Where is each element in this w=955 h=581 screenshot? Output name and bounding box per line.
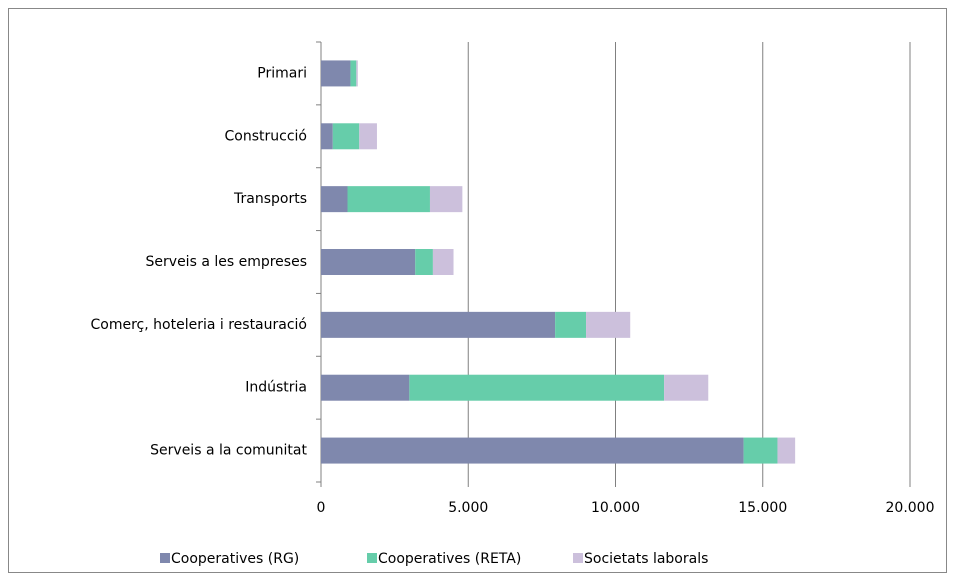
bar-segment: [429, 186, 463, 213]
bar-segment: [356, 60, 358, 87]
bar-segment: [347, 186, 430, 213]
legend-swatch: [160, 553, 170, 563]
y-tick-label: Transports: [233, 191, 307, 207]
x-tick-label: 20.000: [886, 500, 935, 516]
y-tick-label: Indústria: [245, 380, 307, 396]
legend-label: Cooperatives (RG): [171, 551, 299, 567]
x-tick-label: 0: [317, 500, 326, 516]
legend-label: Societats laborals: [584, 551, 708, 567]
y-tick-label: Construcció: [225, 128, 307, 144]
bar-segment: [555, 311, 587, 338]
y-tick-label: Comerç, hoteleria i restauració: [91, 317, 307, 333]
legend-swatch: [367, 553, 377, 563]
y-tick-label: Serveis a la comunitat: [150, 443, 307, 459]
y-tick-label: Serveis a les empreses: [146, 254, 307, 270]
legend-label: Cooperatives (RETA): [378, 551, 521, 567]
bar-segment: [321, 311, 556, 338]
bar-segment: [321, 249, 416, 275]
bar-segment: [332, 123, 360, 150]
x-tick-label: 15.000: [738, 500, 787, 516]
bar-segment: [777, 437, 796, 464]
bar-segment: [321, 60, 351, 87]
chart-border: [8, 8, 947, 573]
bar-segment: [586, 311, 631, 338]
x-tick-label: 10.000: [591, 500, 640, 516]
bar-segment: [664, 374, 709, 401]
bar-segment: [415, 249, 433, 275]
bar-segment: [321, 437, 744, 464]
bar-segment: [321, 186, 348, 213]
bar-segment: [350, 60, 357, 87]
bar-segment: [359, 123, 377, 150]
bar-segment: [432, 249, 454, 275]
bar-segment: [409, 374, 665, 401]
bar-segment: [321, 374, 410, 401]
bar-segment: [743, 437, 778, 464]
x-tick-label: 5.000: [448, 500, 488, 516]
legend-swatch: [573, 553, 583, 563]
bar-segment: [321, 123, 333, 150]
y-tick-label: Primari: [257, 65, 307, 81]
